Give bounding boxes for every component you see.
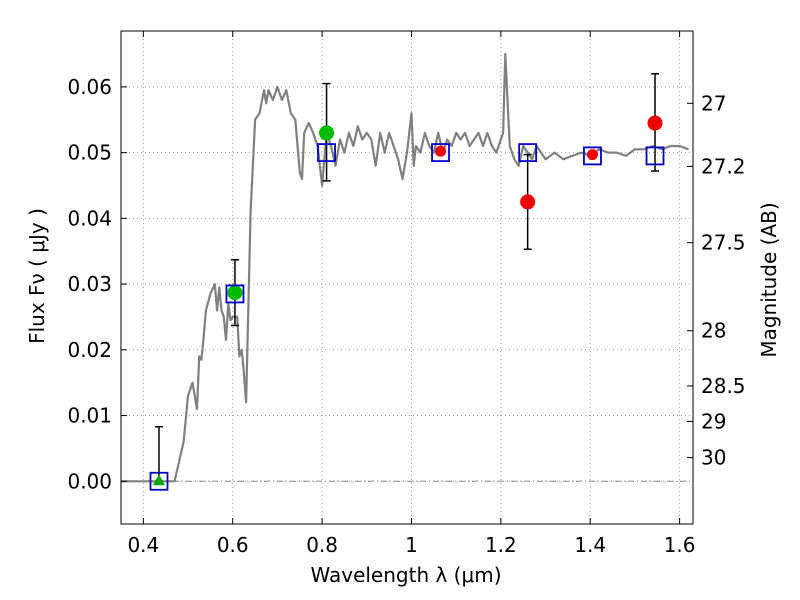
y-tick-label: 0.00 [67,469,112,493]
x-tick-label: 0.8 [306,533,338,557]
plot-area [121,52,689,491]
square-marker [431,143,450,163]
y2-tick-label: 27.5 [701,231,746,255]
circle-marker [227,285,243,301]
series-group [121,52,689,491]
y2-tick-label: 30 [701,446,726,470]
square-marker [645,146,665,166]
y2-tick-label: 29 [701,409,726,433]
y-axis-label: Flux Fν ( μJy ) [25,208,49,344]
square-marker [149,471,169,491]
circle-marker [319,125,335,141]
x-tick-label: 1.2 [485,533,517,557]
circle-marker [520,194,536,210]
y-tick-label: 0.01 [67,404,112,428]
axes: 0.4 0.6 0.8 1 1.2 1.4 1.6 0.00 0.01 0.02 0.03 0.04 0… [67,31,746,557]
circle-marker-small [586,149,598,161]
y2-tick-label: 27.2 [701,154,746,178]
y2-axis-label: Magnitude (AB) [757,202,781,357]
square-marker [583,146,602,166]
y-tick-label: 0.02 [67,338,112,362]
circle-marker-small [435,145,447,157]
x-tick-label: 0.4 [127,533,159,557]
y-tick-label: 0.05 [67,141,112,165]
y-tick-label: 0.06 [67,75,112,99]
y2-tick-label: 28 [701,319,726,343]
square-marker [225,284,245,304]
y2-tick-label: 28.5 [701,374,746,398]
x-tick-label: 1 [405,533,418,557]
x-tick-label: 0.6 [217,533,249,557]
y2-tick-label: 27 [701,91,726,115]
x-axis-label: Wavelength λ (μm) [310,563,501,587]
square-marker [518,143,538,163]
plot-frame [120,30,694,525]
square-marker [317,143,336,163]
x-tick-label: 1.6 [664,533,696,557]
grid [121,31,693,524]
triangle-marker [152,474,165,486]
circle-marker [647,115,663,131]
y-tick-label: 0.03 [67,272,112,296]
spectrum-line [121,52,689,483]
x-tick-label: 1.4 [574,533,606,557]
y-tick-label: 0.04 [67,206,112,230]
